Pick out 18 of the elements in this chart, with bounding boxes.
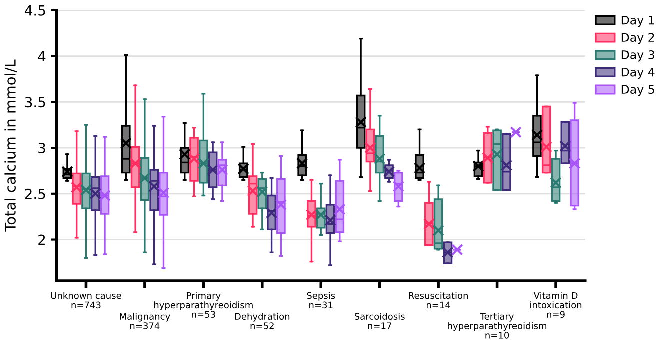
- legend-label: Day 5: [622, 85, 654, 96]
- legend-label: Day 3: [622, 50, 654, 62]
- y-tick-label: 4.5: [25, 6, 46, 16]
- y-tick-label: 4: [38, 51, 46, 62]
- legend-label: Day 2: [622, 33, 654, 44]
- legend-label: Day 1: [622, 16, 654, 28]
- x-tick-label: Resuscitation n=14: [409, 292, 468, 308]
- x-tick-label: Unknown cause n=743: [51, 292, 122, 309]
- legend-label: Day 4: [622, 68, 655, 80]
- x-tick-label: Sepsis n=31: [307, 292, 336, 309]
- x-tick-label: Malignancy n=374: [120, 313, 170, 330]
- y-tick-label: 3.5: [25, 97, 46, 108]
- x-tick-label: Sarcoidosis n=17: [354, 313, 405, 330]
- y-tick-label: 2: [38, 234, 46, 246]
- y-axis-title: Total calcium in mmol/L: [4, 60, 18, 232]
- y-tick-label: 3: [38, 143, 46, 154]
- x-tick-label: Dehydration n=52: [235, 313, 290, 330]
- y-tick-label: 2.5: [25, 188, 46, 200]
